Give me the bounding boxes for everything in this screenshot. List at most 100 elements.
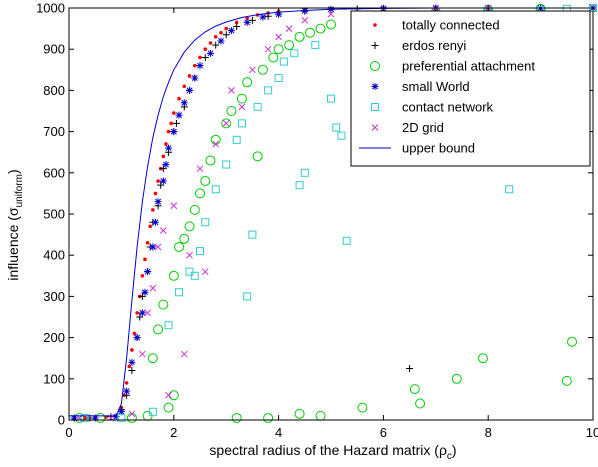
data-point-grid-2d-2 (128, 410, 136, 418)
data-point-preferential-attachment-9 (168, 270, 179, 281)
data-point-preferential-attachment-28 (305, 27, 316, 38)
data-point-small-world-21 (196, 62, 204, 70)
data-point-preferential-attachment-4 (147, 353, 158, 364)
data-point-contact-network-19 (290, 49, 299, 58)
y-tick-label-800: 800 (43, 83, 65, 98)
data-point-totally-connected-30 (198, 55, 202, 60)
data-point-preferential-attachment-22 (252, 151, 263, 162)
y-axis-title-sub: uniform (14, 174, 25, 207)
data-point-grid-2d-20 (275, 33, 282, 41)
y-axis-title-symbol: σ (5, 207, 21, 216)
data-point-contact-network-25 (337, 131, 346, 140)
data-point-contact-network-12 (237, 119, 246, 128)
data-point-totally-connected-35 (224, 26, 228, 31)
data-point-preferential-attachment-8 (168, 390, 179, 401)
data-point-erdos-renyi-25 (233, 23, 241, 31)
legend-swatch-grid-2d (371, 124, 379, 131)
data-point-small-world-27 (275, 10, 283, 18)
data-point-erdos-renyi-7 (136, 313, 144, 321)
data-point-preferential-attachment-41 (326, 19, 336, 30)
legend-entry-contact-network: contact network (371, 100, 494, 115)
data-point-small-world-25 (243, 18, 251, 26)
x-tick-label-6: 6 (380, 425, 387, 440)
data-point-contact-network-20 (295, 181, 304, 190)
data-point-grid-2d-11 (186, 251, 193, 259)
data-point-preferential-attachment-20 (236, 93, 247, 104)
data-point-contact-network-16 (264, 86, 273, 95)
y-tick-label-100: 100 (43, 371, 65, 386)
data-point-contact-network-4 (175, 288, 184, 297)
y-tick-label-200: 200 (43, 330, 65, 345)
data-point-contact-network-2 (148, 407, 157, 416)
data-point-totally-connected-15 (145, 241, 150, 245)
data-point-contact-network-26 (342, 236, 351, 245)
data-point-small-world-15 (165, 144, 173, 152)
legend: totally connected erdos renyi preferential… (350, 10, 591, 167)
data-point-contact-network-21 (300, 168, 309, 177)
data-point-grid-2d-5 (149, 284, 157, 292)
data-point-contact-network-13 (243, 292, 252, 301)
data-point-erdos-renyi-32 (406, 365, 414, 372)
data-point-totally-connected-14 (143, 257, 147, 262)
y-tick-label-600: 600 (43, 165, 65, 180)
data-point-small-world-1 (91, 414, 99, 422)
data-point-totally-connected-17 (151, 208, 155, 212)
data-point-small-world-20 (191, 74, 199, 82)
data-point-contact-network-10 (222, 160, 231, 169)
data-point-totally-connected-36 (234, 20, 239, 25)
data-point-grid-2d-3 (139, 350, 146, 358)
data-point-contact-network-1 (117, 413, 126, 422)
data-point-contact-network-15 (253, 102, 262, 111)
data-point-small-world-26 (259, 13, 267, 21)
data-point-preferential-attachment-40 (567, 336, 578, 347)
data-point-small-world-6 (133, 334, 141, 342)
y-tick-label-400: 400 (43, 248, 65, 263)
data-point-preferential-attachment-14 (195, 188, 205, 199)
data-point-totally-connected-28 (187, 74, 192, 78)
data-point-small-world-0 (70, 414, 78, 422)
data-point-erdos-renyi-5 (128, 367, 136, 375)
data-point-totally-connected-23 (166, 129, 171, 134)
data-point-preferential-attachment-30 (231, 412, 242, 423)
data-point-totally-connected-7 (124, 381, 129, 385)
data-point-contact-network-22 (311, 41, 320, 50)
data-point-small-world-23 (217, 37, 225, 45)
data-point-grid-2d-21 (285, 25, 293, 32)
data-point-totally-connected-10 (132, 331, 137, 336)
y-tick-label-900: 900 (43, 42, 65, 57)
data-point-totally-connected-11 (135, 311, 139, 315)
data-point-grid-2d-8 (165, 391, 172, 399)
data-point-preferential-attachment-38 (477, 353, 488, 364)
data-point-small-world-16 (170, 128, 178, 136)
data-point-grid-2d-22 (301, 17, 309, 24)
data-point-small-world-8 (141, 288, 149, 296)
data-point-contact-network-7 (196, 247, 204, 256)
data-point-preferential-attachment-6 (158, 299, 169, 310)
data-point-grid-2d-10 (180, 350, 188, 358)
legend-entry-erdos-renyi: erdos renyi (371, 38, 466, 53)
x-axis-title: spectral radius of the Hazard matrix (ρc… (209, 442, 456, 462)
x-axis-title-sub: c (447, 451, 452, 462)
y-axis-title: influence (σuniform) (5, 169, 25, 280)
x-tick-label-4: 4 (275, 425, 282, 440)
data-point-contact-network-5 (185, 267, 194, 276)
data-point-small-world-7 (138, 309, 146, 317)
data-point-contact-network-0 (80, 413, 89, 422)
data-point-grid-2d-23 (327, 10, 335, 18)
legend-entry-small-world: small World (371, 79, 470, 94)
data-point-preferential-attachment-7 (163, 402, 174, 413)
data-point-grid-2d-7 (159, 227, 167, 234)
data-point-small-world-19 (186, 86, 194, 94)
x-axis-title-main: spectral radius of the Hazard matrix ( (209, 442, 439, 458)
data-point-grid-2d-12 (196, 165, 204, 173)
data-point-small-world-4 (123, 387, 131, 395)
data-point-small-world-18 (180, 99, 188, 107)
data-point-small-world-13 (159, 177, 167, 185)
data-point-totally-connected-26 (177, 96, 181, 101)
data-point-small-world-22 (206, 49, 214, 57)
legend-swatch-erdos-renyi (371, 42, 379, 49)
y-tick-label-700: 700 (43, 124, 65, 139)
data-point-grid-2d-18 (249, 66, 256, 74)
data-point-grid-2d-4 (144, 309, 151, 317)
series-grid-2d (76, 4, 492, 422)
